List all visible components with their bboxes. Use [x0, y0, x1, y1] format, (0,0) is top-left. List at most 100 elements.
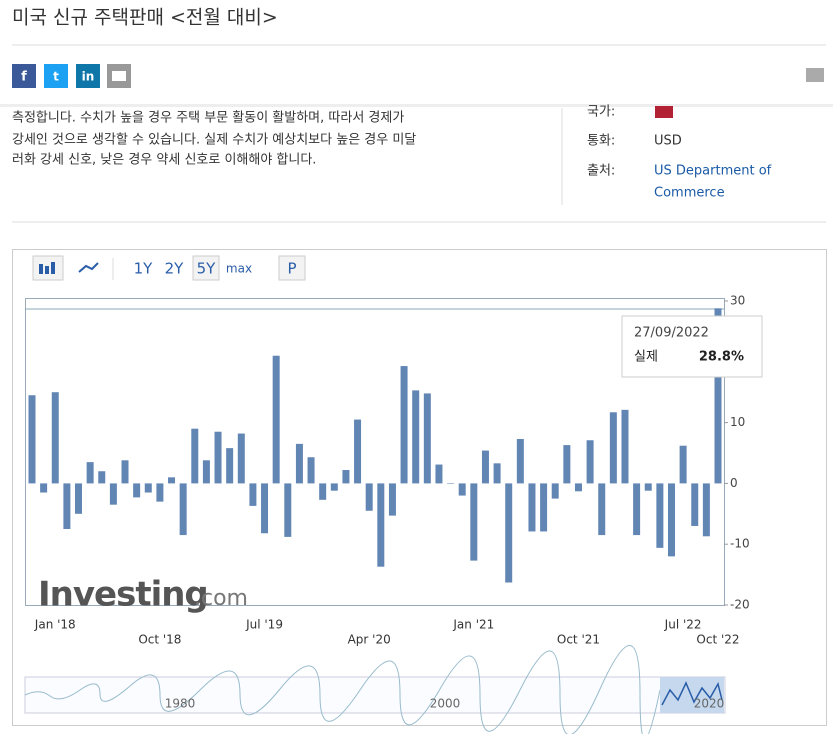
bar [179, 483, 187, 536]
bar [156, 483, 164, 502]
line-type-button[interactable] [78, 262, 99, 273]
watermark: Investing [38, 575, 208, 615]
info-label: 통화: [587, 134, 615, 149]
bar [633, 483, 641, 536]
bar [493, 463, 501, 484]
bar [51, 392, 59, 484]
bar [272, 355, 280, 484]
bar [702, 483, 710, 537]
bar [133, 483, 141, 498]
bar [377, 483, 385, 567]
bar [388, 483, 396, 516]
info-label: 출처: [587, 164, 615, 179]
range-button-frame[interactable] [192, 255, 220, 281]
bar [435, 464, 443, 484]
x-tick-label: Oct '21 [557, 633, 600, 647]
bar [574, 483, 582, 492]
x-tick-label: Oct '22 [696, 633, 739, 647]
bar [342, 470, 350, 484]
x-tick-label: Jul '19 [245, 618, 283, 632]
y-tick-label: -10 [730, 537, 750, 551]
page-title: 미국 신규 주택판매 <전월 대비> [12, 7, 278, 29]
navigator-selection-line [661, 681, 723, 706]
navigator-sparkline [24, 645, 661, 738]
x-tick-label: Jan '18 [34, 618, 76, 632]
tooltip [621, 315, 763, 378]
toolbar-shadow [0, 104, 833, 107]
bar [586, 440, 594, 484]
bar [354, 419, 362, 484]
bar [423, 393, 431, 484]
bar [551, 483, 559, 499]
tooltip-value: 28.8% [699, 350, 744, 365]
print-icon[interactable] [806, 68, 824, 82]
plot-frame [25, 298, 725, 606]
bar [330, 483, 338, 491]
y-tick-label: 10 [730, 415, 745, 429]
x-tick-label: Jul '22 [664, 618, 702, 632]
bar [109, 483, 117, 505]
info-link[interactable]: US Department of [654, 164, 772, 179]
share-icon: f [21, 70, 27, 85]
x-tick-label: Oct '18 [138, 633, 181, 647]
bar [714, 308, 722, 484]
bar [40, 483, 48, 493]
bar [505, 483, 513, 583]
bar [470, 483, 478, 561]
share-icon: t [53, 70, 59, 84]
navigator-selection[interactable] [660, 677, 724, 713]
bar [412, 390, 420, 484]
bar [516, 439, 524, 484]
bar [667, 483, 675, 557]
share-twitter[interactable] [44, 64, 68, 88]
navigator-label: 2000 [430, 697, 461, 711]
flag-icon [655, 106, 673, 118]
bar [481, 450, 489, 484]
bar [644, 483, 652, 491]
bar [691, 483, 699, 526]
info-label: 국가: [587, 105, 615, 120]
bar [563, 445, 571, 484]
range-button-frame[interactable] [278, 255, 306, 281]
bar [249, 483, 257, 506]
share-facebook[interactable] [12, 64, 36, 88]
description-line: 강세인 것으로 생각할 수 있습니다. 실제 수치가 예상치보다 높은 경우 미… [12, 133, 416, 148]
y-tick-label: 30 [730, 294, 745, 308]
bar [168, 477, 176, 484]
bar [121, 460, 129, 484]
watermark: .com [194, 586, 248, 611]
y-tick-label: 0 [730, 476, 738, 490]
range-button[interactable]: P [287, 260, 296, 278]
range-button[interactable]: 5Y [197, 260, 217, 278]
bar [656, 483, 664, 548]
bar [679, 445, 687, 484]
x-tick-label: Jan '21 [452, 618, 494, 632]
bar [144, 483, 152, 493]
bar [191, 428, 199, 484]
bar [528, 483, 536, 532]
navigator-label: 1980 [165, 697, 196, 711]
bar [28, 395, 36, 484]
bar [214, 431, 222, 484]
description-line: 측정합니다. 수치가 높을 경우 주택 부문 활동이 활발하며, 따라서 경제가 [12, 111, 404, 126]
navigator[interactable] [24, 676, 726, 714]
bar [458, 483, 466, 496]
bar [98, 471, 106, 484]
description-line: 러화 강세 신호, 낮은 경우 약세 신호로 이해해야 합니다. [12, 153, 316, 168]
bar [307, 457, 315, 484]
bar [86, 462, 94, 484]
range-button[interactable]: max [226, 262, 252, 276]
navigator-label: 2020 [694, 697, 725, 711]
bar [284, 483, 292, 537]
bar [400, 366, 408, 484]
range-button[interactable]: 1Y [134, 260, 154, 278]
x-tick-label: Apr '20 [348, 633, 391, 647]
info-link[interactable]: Commerce [654, 186, 725, 201]
share-linkedin[interactable] [76, 64, 100, 88]
range-button[interactable]: 2Y [165, 260, 185, 278]
tooltip-label: 실제 [634, 350, 658, 365]
bar [447, 483, 455, 484]
bar [598, 483, 606, 536]
mail-icon [112, 71, 126, 81]
